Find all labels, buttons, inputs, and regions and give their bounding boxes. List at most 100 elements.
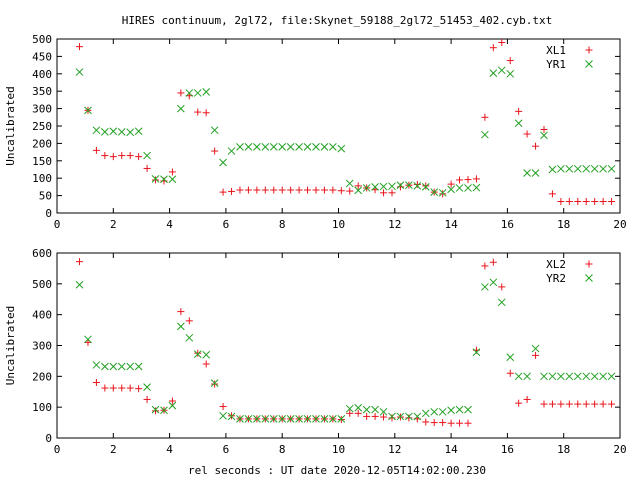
series-xl1 bbox=[76, 38, 616, 206]
legend-marker bbox=[585, 274, 593, 282]
data-point bbox=[447, 185, 455, 194]
data-point bbox=[261, 143, 270, 151]
x-tick-label: 12 bbox=[388, 443, 401, 456]
data-point bbox=[101, 362, 109, 371]
legend-marker bbox=[585, 260, 593, 268]
data-point bbox=[489, 69, 498, 77]
data-point bbox=[160, 177, 168, 185]
data-point bbox=[363, 412, 371, 420]
data-point bbox=[185, 89, 194, 97]
data-point bbox=[269, 415, 278, 423]
data-point bbox=[202, 350, 211, 359]
x-tick-label: 14 bbox=[444, 443, 458, 456]
x-tick-label: 12 bbox=[388, 218, 401, 231]
data-point bbox=[329, 186, 337, 194]
data-point bbox=[607, 372, 616, 381]
data-point bbox=[92, 361, 101, 369]
data-point bbox=[160, 175, 168, 184]
data-point bbox=[548, 372, 557, 381]
y-tick-label: 200 bbox=[32, 370, 52, 383]
data-point bbox=[497, 66, 506, 75]
data-point bbox=[219, 403, 227, 411]
data-point bbox=[92, 146, 100, 154]
data-point bbox=[464, 184, 472, 192]
x-tick-label: 14 bbox=[444, 218, 458, 231]
data-point bbox=[152, 407, 160, 415]
data-point bbox=[177, 104, 185, 113]
data-point bbox=[599, 164, 607, 173]
data-point bbox=[236, 143, 244, 151]
data-point bbox=[126, 362, 135, 371]
data-point bbox=[447, 406, 455, 415]
x-tick-label: 6 bbox=[223, 218, 230, 231]
data-point bbox=[506, 369, 514, 377]
x-tick-label: 2 bbox=[110, 443, 117, 456]
plot-frame bbox=[56, 252, 621, 439]
data-point bbox=[261, 415, 270, 423]
data-point bbox=[228, 187, 236, 195]
data-point bbox=[346, 187, 354, 195]
data-point bbox=[599, 198, 607, 206]
data-point bbox=[151, 175, 160, 183]
data-point bbox=[540, 400, 548, 408]
data-point bbox=[76, 258, 84, 266]
x-axis-label: rel seconds : UT date 2020-12-05T14:02:0… bbox=[188, 464, 486, 477]
data-point bbox=[582, 372, 591, 381]
y-tick-label: 450 bbox=[32, 50, 52, 63]
data-point bbox=[109, 384, 117, 392]
data-point bbox=[439, 419, 447, 427]
data-point bbox=[405, 414, 413, 422]
data-point bbox=[531, 169, 540, 177]
data-point bbox=[532, 351, 540, 359]
x-tick-label: 0 bbox=[54, 443, 61, 456]
data-point bbox=[557, 164, 565, 173]
data-point bbox=[109, 153, 117, 161]
y-tick-label: 250 bbox=[32, 120, 52, 133]
data-point bbox=[379, 407, 388, 416]
data-point bbox=[515, 107, 523, 115]
data-point bbox=[379, 182, 388, 191]
data-point bbox=[573, 164, 582, 173]
data-point bbox=[523, 130, 531, 138]
data-point bbox=[464, 419, 472, 427]
data-point bbox=[210, 126, 219, 135]
data-point bbox=[304, 186, 312, 194]
data-point bbox=[523, 169, 531, 177]
y-axis-label: Uncalibrated bbox=[4, 86, 17, 165]
data-point bbox=[354, 403, 363, 412]
data-point bbox=[422, 418, 430, 426]
data-point bbox=[202, 360, 210, 368]
data-point bbox=[320, 415, 329, 423]
data-point bbox=[101, 128, 109, 136]
data-point bbox=[227, 147, 236, 155]
data-point bbox=[608, 400, 616, 408]
data-point bbox=[168, 175, 177, 184]
data-point bbox=[438, 407, 447, 416]
data-point bbox=[455, 405, 464, 414]
data-point bbox=[151, 405, 160, 414]
data-point bbox=[532, 142, 540, 150]
y-tick-label: 100 bbox=[32, 172, 52, 185]
data-point bbox=[312, 143, 320, 151]
data-point bbox=[337, 187, 345, 195]
data-point bbox=[515, 399, 523, 407]
y-tick-label: 150 bbox=[32, 155, 52, 168]
data-point bbox=[193, 350, 202, 358]
data-point bbox=[244, 143, 253, 151]
data-point bbox=[202, 88, 211, 96]
data-point bbox=[396, 181, 405, 190]
x-tick-label: 2 bbox=[110, 218, 117, 231]
data-point bbox=[413, 180, 421, 188]
data-point bbox=[75, 280, 84, 289]
data-point bbox=[455, 184, 464, 192]
data-point bbox=[320, 143, 329, 151]
data-point bbox=[430, 188, 439, 196]
data-point bbox=[362, 405, 371, 414]
x-tick-label: 10 bbox=[332, 218, 345, 231]
data-point bbox=[413, 182, 422, 190]
data-point bbox=[481, 262, 489, 270]
data-point bbox=[126, 152, 134, 160]
data-point bbox=[143, 164, 151, 172]
data-point bbox=[118, 152, 126, 160]
chart-panel-2: 0 100 200 300 400 500 600 0 2 4 6 8 10 12 14 16 18 20 Unca… bbox=[4, 247, 627, 456]
